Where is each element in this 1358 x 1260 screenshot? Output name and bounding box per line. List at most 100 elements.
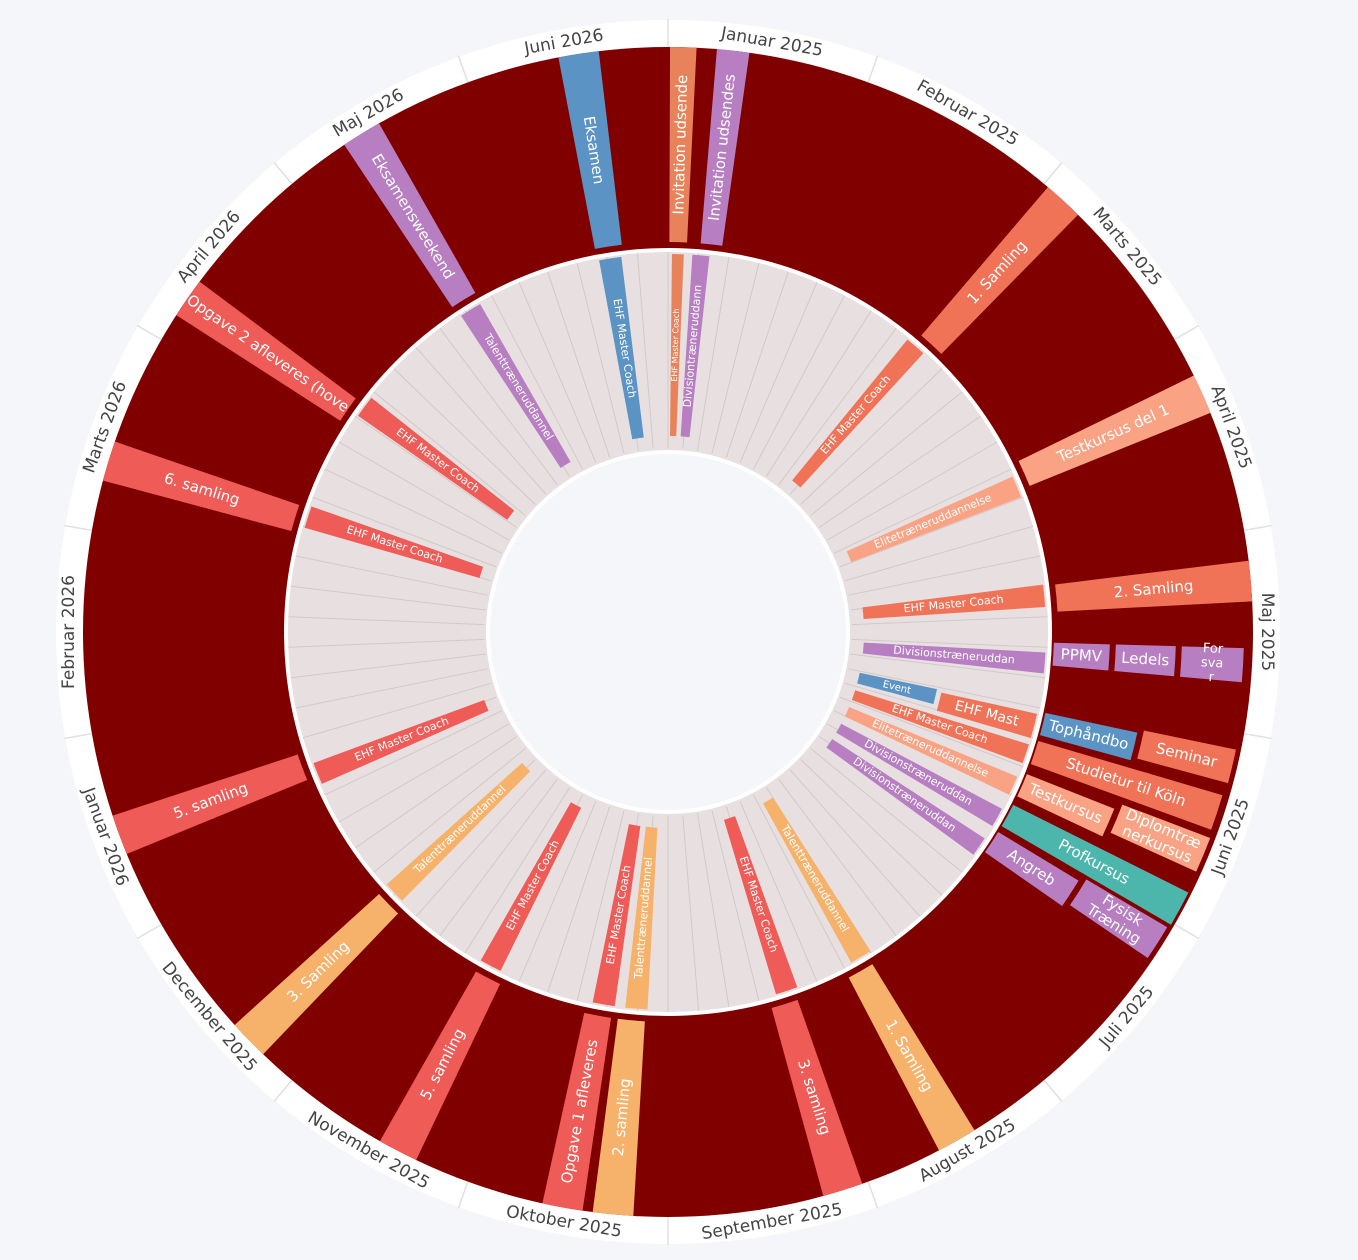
week-line [819, 415, 982, 528]
week-line [288, 616, 485, 626]
week-line [800, 759, 943, 896]
inner-event-bar [851, 690, 1029, 764]
week-line [753, 295, 846, 470]
outer-event-label: PPMV [1060, 645, 1103, 665]
inner-event-bar [480, 802, 582, 971]
week-line [725, 271, 789, 458]
week-line [778, 778, 897, 937]
month-divider [64, 732, 93, 740]
outer-event: Invitation udsende [669, 47, 697, 243]
week-line [312, 496, 497, 568]
week-line [373, 747, 526, 873]
outer-event-bar [669, 47, 697, 243]
week-line [415, 769, 547, 917]
week-line [439, 327, 558, 486]
inner-event-bar [763, 797, 871, 963]
week-line [739, 282, 818, 463]
month-divider [867, 1181, 879, 1209]
week-line [810, 391, 963, 517]
inner-event-bar [357, 397, 515, 520]
outer-event-bar [700, 49, 750, 246]
outer-event-bar [112, 754, 308, 854]
week-line [576, 810, 625, 1002]
week-line [753, 794, 846, 969]
week-line [739, 801, 818, 982]
outer-event-label: r [1208, 670, 1215, 685]
inner-event-bar [304, 506, 484, 578]
inner-event-bar [826, 739, 985, 855]
outer-event-bar [1110, 804, 1211, 872]
week-line [547, 271, 611, 458]
outer-event-label: Invitation udsende [669, 74, 691, 214]
outer-event: Angreb [984, 831, 1079, 906]
outer-event-bar [1039, 712, 1138, 761]
month-divider [273, 1079, 293, 1103]
inner-event-bar [592, 824, 641, 1007]
week-line [338, 723, 509, 823]
inner-event-bar [846, 476, 1022, 563]
outer-event-bar [1180, 646, 1244, 683]
outer-event: Eksamen [558, 51, 622, 249]
week-line [765, 310, 872, 477]
outer-event-bar [771, 999, 863, 1196]
outer-event-bar [176, 281, 356, 421]
week-line [827, 441, 998, 541]
inner-event-bar [836, 723, 1003, 827]
month-divider [64, 524, 93, 532]
week-line [839, 696, 1024, 768]
outer-event: 2. Samling [1055, 560, 1253, 612]
week-line [800, 368, 943, 505]
outer-event-bar [984, 831, 1079, 906]
week-line [839, 496, 1024, 568]
week-line [295, 555, 488, 596]
outer-event-bar [1030, 740, 1223, 830]
outer-event: Ledels [1114, 644, 1176, 677]
week-line [439, 778, 558, 937]
outer-event-bar [1017, 774, 1115, 837]
month-divider [1043, 1079, 1063, 1103]
inner-event-bar [723, 816, 798, 995]
week-line [711, 262, 760, 454]
week-line [373, 391, 526, 517]
week-line [697, 256, 730, 451]
week-line [288, 638, 485, 648]
month-divider [1043, 161, 1063, 185]
week-line [290, 653, 486, 679]
week-line [324, 468, 502, 554]
inner-event-bar [599, 256, 644, 440]
week-line [810, 747, 963, 873]
center [490, 454, 846, 810]
week-line [354, 736, 517, 849]
outer-event: 2. samling [592, 1018, 645, 1216]
month-divider [136, 324, 162, 341]
inner-event-bar [862, 642, 1046, 674]
outer-event-bar [1137, 730, 1236, 784]
month-divider [136, 923, 162, 940]
inner-event-bar [625, 826, 658, 1010]
inner-event-bar [680, 254, 710, 438]
inner-event-label: EHF Master Coach [670, 309, 681, 382]
week-line [844, 525, 1034, 582]
week-line [354, 415, 517, 528]
outer-event-bar [1018, 375, 1211, 486]
month-divider [1243, 732, 1272, 740]
inner-event-bar [386, 762, 531, 901]
outer-event-bar [1052, 642, 1110, 671]
outer-event-bar [102, 441, 300, 532]
inner-event-bar [857, 672, 937, 705]
week-line [682, 815, 700, 1011]
week-line [850, 653, 1046, 679]
week-line [518, 282, 597, 463]
month-label: Maj 2025 [1257, 593, 1277, 671]
week-line [697, 813, 730, 1008]
outer-event-label: For [1202, 641, 1224, 657]
inner-event: EHF Master Coach [670, 254, 684, 437]
inner-event-bar [862, 584, 1046, 620]
week-line [324, 710, 502, 796]
inner-event-bar [461, 303, 571, 468]
outer-event-bar [558, 51, 622, 249]
outer-event-bar [921, 187, 1079, 354]
outer-event: Seminar [1137, 730, 1236, 784]
